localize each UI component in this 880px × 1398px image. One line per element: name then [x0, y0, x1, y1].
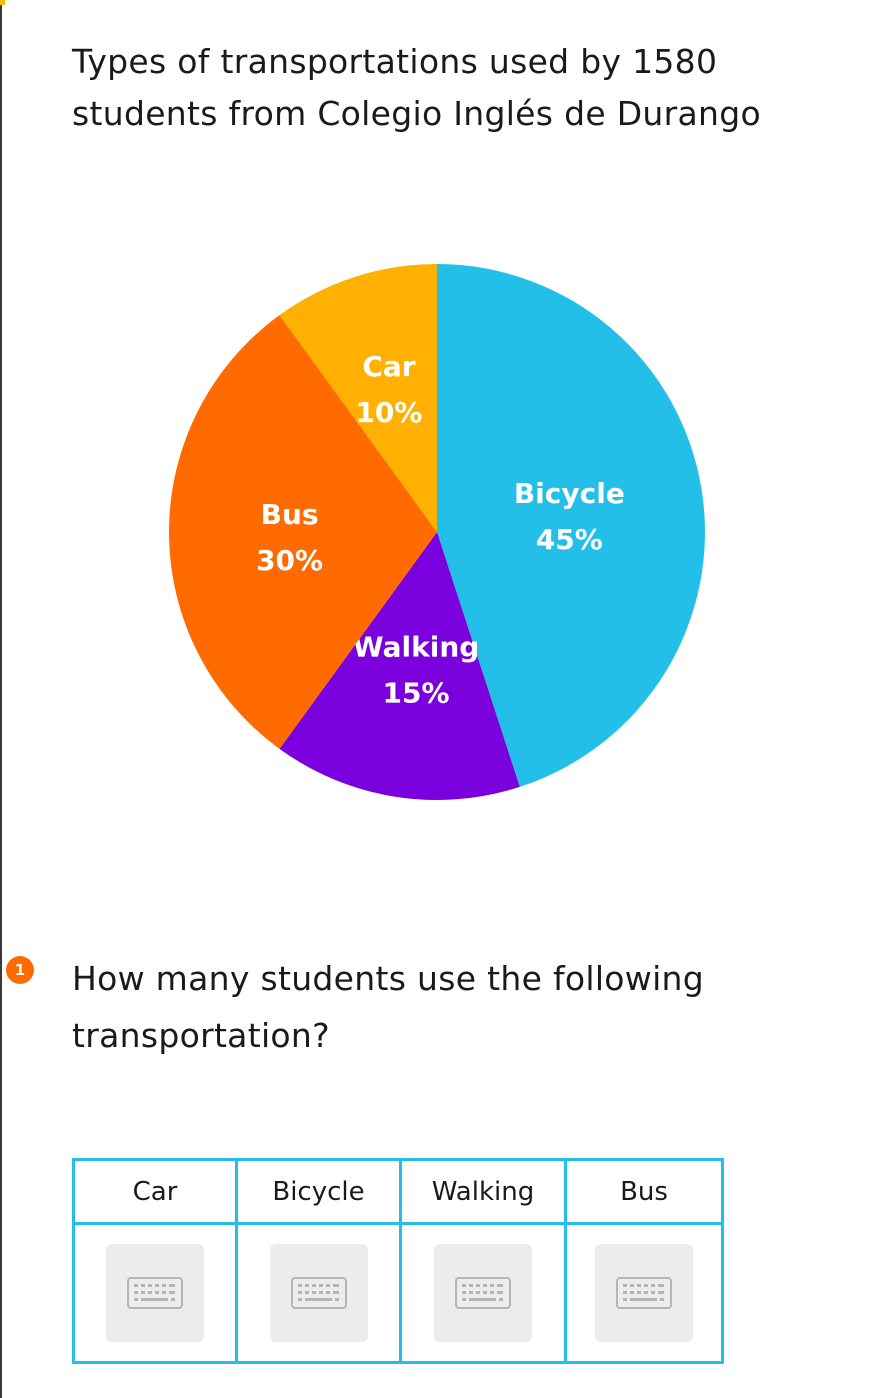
slice-label-walking: Walking	[353, 630, 480, 663]
answer-cell-car	[75, 1225, 238, 1361]
slice-value-car: 10%	[355, 396, 422, 429]
keyboard-icon	[616, 1277, 672, 1309]
answer-input-walking[interactable]	[434, 1244, 532, 1342]
answer-cell-bicycle	[238, 1225, 402, 1361]
answer-cell-bus	[567, 1225, 721, 1361]
pie-slice-car	[279, 264, 437, 532]
header-bus: Bus	[567, 1161, 721, 1225]
slice-label-bicycle: Bicycle	[514, 477, 625, 510]
chart-title-line-2: students from Colegio Inglés de Durango	[72, 94, 761, 133]
question-line-1: How many students use the following	[72, 959, 705, 998]
keyboard-icon	[127, 1277, 183, 1309]
keyboard-icon	[290, 1277, 347, 1309]
slice-value-walking: 15%	[383, 676, 450, 709]
answer-table: Car Bicycle Walking Bus	[72, 1158, 724, 1364]
slice-label-car: Car	[362, 350, 415, 383]
keyboard-icon	[455, 1277, 511, 1309]
header-walking: Walking	[402, 1161, 567, 1225]
answer-input-car[interactable]	[106, 1244, 204, 1342]
pie-chart: Bicycle 45% Walking 15% Bus 30% Car 10%	[168, 264, 705, 800]
chart-title: Types of transportations used by 1580 st…	[72, 36, 872, 140]
corner-marker	[0, 0, 5, 5]
slice-value-bus: 30%	[256, 544, 323, 577]
question-line-2: transportation?	[72, 1016, 330, 1055]
slice-label-bus: Bus	[261, 498, 319, 531]
question-text: How many students use the following tran…	[72, 950, 852, 1064]
slice-value-bicycle: 45%	[536, 523, 603, 556]
pie-slice-bicycle	[437, 264, 705, 787]
answer-input-bus[interactable]	[595, 1244, 693, 1342]
pie-slice-bus	[168, 315, 437, 749]
question-number-badge: 1	[6, 956, 34, 984]
header-car: Car	[75, 1161, 238, 1225]
header-bicycle: Bicycle	[238, 1161, 402, 1225]
pie-slice-walking	[279, 532, 520, 800]
answer-input-bicycle[interactable]	[269, 1244, 368, 1342]
chart-title-line-1: Types of transportations used by 1580	[72, 42, 718, 81]
left-border	[0, 0, 2, 1398]
answer-cell-walking	[402, 1225, 567, 1361]
